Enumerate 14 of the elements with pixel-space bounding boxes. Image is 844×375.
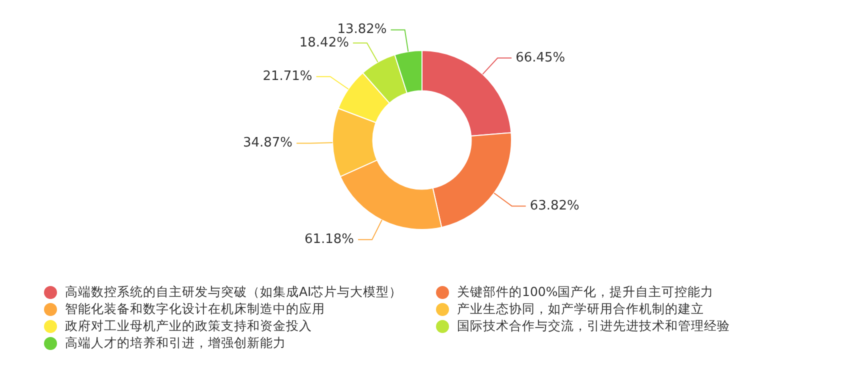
legend-label: 政府对工业母机产业的政策支持和资金投入	[65, 318, 312, 335]
legend-label: 关键部件的100%国产化，提升自主可控能力	[457, 284, 714, 301]
data-label: 66.45%	[516, 50, 566, 66]
data-label: 63.82%	[530, 198, 580, 214]
legend-label: 高端数控系统的自主研发与突破（如集成AI芯片与大模型）	[65, 284, 402, 301]
data-label: 18.42%	[299, 35, 349, 50]
legend-label: 智能化装备和数字化设计在机床制造中的应用	[65, 301, 325, 318]
legend-label: 产业生态协同，如产学研用合作机制的建立	[457, 301, 704, 318]
data-label: 34.87%	[242, 136, 293, 151]
legend-label: 高端人才的培养和引进，增强创新能力	[65, 335, 286, 352]
data-label: 13.82%	[337, 22, 387, 38]
data-label: 21.71%	[262, 68, 312, 84]
data-label: 61.18%	[304, 232, 354, 248]
legend-label: 国际技术合作与交流，引进先进技术和管理经验	[457, 318, 730, 335]
